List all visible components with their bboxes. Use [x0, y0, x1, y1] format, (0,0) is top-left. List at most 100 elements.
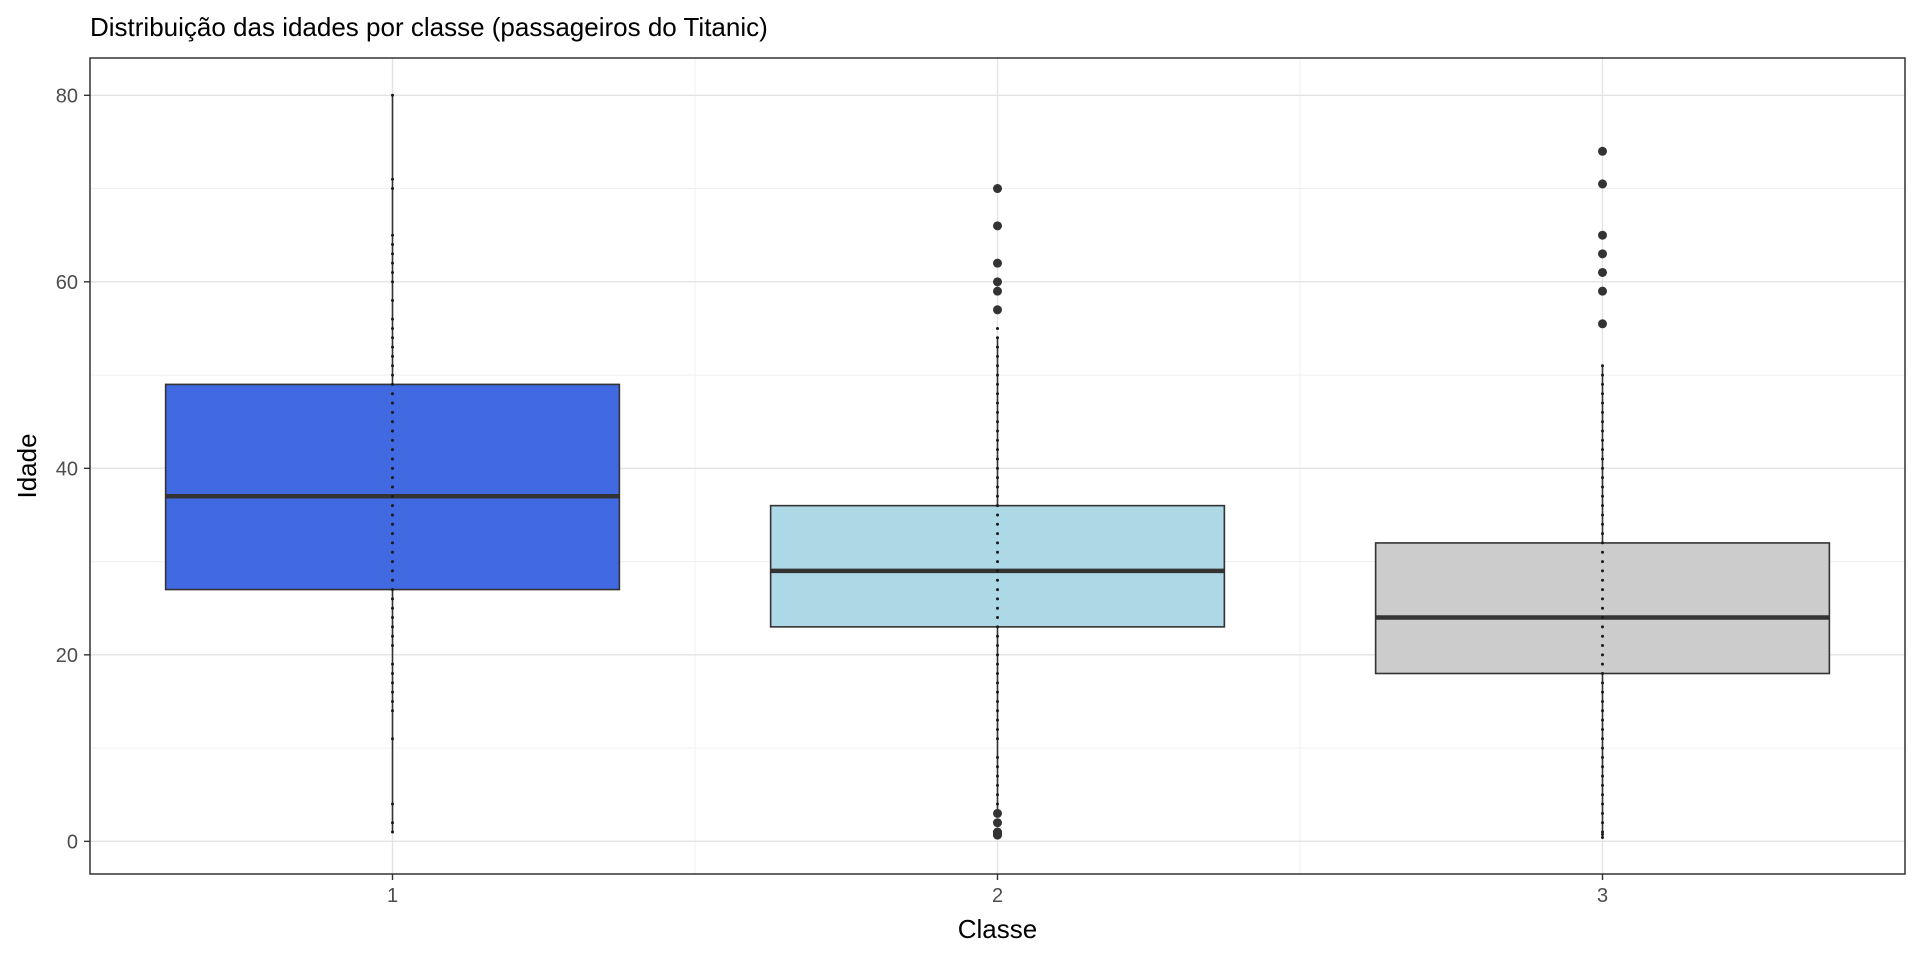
- data-point: [1601, 653, 1604, 657]
- data-point: [1601, 802, 1604, 806]
- data-point: [391, 494, 394, 498]
- data-point: [996, 653, 999, 657]
- data-point: [996, 569, 999, 573]
- data-point: [1601, 513, 1604, 517]
- data-point: [391, 448, 394, 452]
- data-point: [391, 345, 394, 349]
- outlier-point: [1598, 319, 1607, 329]
- outlier-point: [1598, 146, 1607, 156]
- data-point: [391, 401, 394, 405]
- data-point: [391, 420, 394, 424]
- data-point: [1601, 634, 1604, 638]
- data-point: [391, 616, 394, 620]
- data-point: [391, 485, 394, 489]
- data-point: [391, 373, 394, 377]
- data-point: [996, 765, 999, 769]
- data-point: [1601, 438, 1604, 442]
- data-point: [391, 737, 394, 741]
- data-point: [1601, 448, 1604, 452]
- data-point: [996, 681, 999, 685]
- data-point: [1601, 569, 1604, 573]
- data-point: [996, 783, 999, 787]
- data-point: [996, 429, 999, 433]
- data-point: [996, 420, 999, 424]
- data-point: [996, 625, 999, 629]
- outlier-point: [993, 258, 1002, 268]
- data-point: [391, 177, 394, 181]
- data-point: [1601, 783, 1604, 787]
- data-point: [1601, 410, 1604, 414]
- data-point: [1601, 662, 1604, 666]
- data-point: [1601, 420, 1604, 424]
- data-point: [996, 401, 999, 405]
- data-point: [391, 504, 394, 508]
- data-point: [1601, 835, 1604, 839]
- data-point: [996, 476, 999, 480]
- data-point: [1601, 522, 1604, 526]
- data-point: [391, 364, 394, 368]
- data-point: [1601, 774, 1604, 778]
- data-point: [1601, 364, 1604, 368]
- data-point: [391, 541, 394, 545]
- data-point: [1601, 746, 1604, 750]
- data-point: [1601, 765, 1604, 769]
- outlier-point: [1598, 286, 1607, 296]
- data-point: [391, 522, 394, 526]
- box-class-1: [164, 93, 621, 834]
- data-point: [996, 466, 999, 470]
- outlier-point: [993, 827, 1002, 837]
- data-point: [996, 336, 999, 340]
- data-point: [1601, 811, 1604, 815]
- outlier-point: [1598, 267, 1607, 277]
- data-point: [391, 578, 394, 582]
- data-point: [996, 578, 999, 582]
- data-point: [996, 727, 999, 731]
- outlier-point: [993, 808, 1002, 818]
- data-point: [1601, 494, 1604, 498]
- data-point: [391, 382, 394, 386]
- data-point: [1601, 681, 1604, 685]
- data-point: [1601, 429, 1604, 433]
- outlier-point: [993, 277, 1002, 287]
- data-point: [1601, 718, 1604, 722]
- data-point: [391, 466, 394, 470]
- data-point: [1601, 550, 1604, 554]
- data-point: [391, 550, 394, 554]
- data-point: [996, 513, 999, 517]
- outlier-point: [993, 286, 1002, 296]
- data-point: [391, 699, 394, 703]
- data-point: [996, 382, 999, 386]
- data-point: [391, 821, 394, 825]
- outlier-point: [1598, 230, 1607, 240]
- data-point: [391, 261, 394, 265]
- data-point: [996, 392, 999, 396]
- data-point: [996, 438, 999, 442]
- data-point: [391, 270, 394, 274]
- data-point: [996, 802, 999, 806]
- data-point: [1601, 401, 1604, 405]
- data-point: [1601, 830, 1604, 834]
- data-point: [996, 541, 999, 545]
- y-tick-label: 20: [56, 645, 78, 667]
- data-point: [1601, 755, 1604, 759]
- data-point: [391, 93, 394, 97]
- data-point: [391, 690, 394, 694]
- data-point: [1601, 699, 1604, 703]
- data-point: [996, 326, 999, 330]
- data-point: [391, 187, 394, 191]
- data-point: [1601, 485, 1604, 489]
- x-axis-title: Classe: [958, 914, 1037, 944]
- data-point: [391, 513, 394, 517]
- data-point: [391, 681, 394, 685]
- data-point: [391, 709, 394, 713]
- data-point: [391, 802, 394, 806]
- data-point: [391, 243, 394, 247]
- data-point: [391, 410, 394, 414]
- data-point: [996, 345, 999, 349]
- data-point: [996, 793, 999, 797]
- data-point: [1601, 832, 1604, 836]
- data-point: [391, 597, 394, 601]
- data-point: [996, 699, 999, 703]
- data-point: [391, 476, 394, 480]
- data-point: [391, 532, 394, 536]
